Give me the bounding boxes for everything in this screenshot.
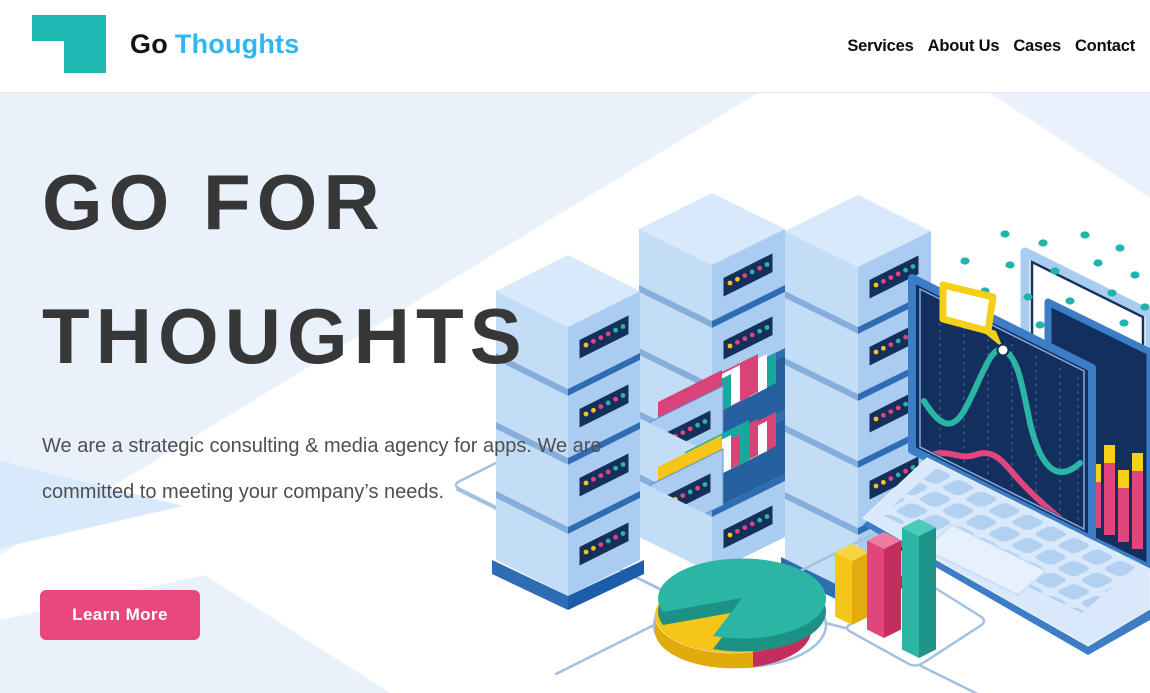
nav-item-about-us[interactable]: About Us — [927, 37, 1000, 55]
bar-chart-3d-illustration — [835, 519, 986, 667]
brand-name: Go Thoughts — [130, 29, 299, 60]
learn-more-button[interactable]: Learn More — [40, 590, 200, 640]
logo-mark-icon — [32, 15, 106, 73]
nav-item-contact[interactable]: Contact — [1074, 37, 1135, 55]
brand-word-go: Go — [130, 28, 168, 59]
main-nav: Services About Us Cases Contact — [847, 0, 1135, 93]
filing-cabinet-middle — [639, 193, 785, 573]
hero-illustration — [0, 93, 1150, 693]
pie-chart-illustration — [652, 558, 828, 669]
callout-flag-icon — [939, 281, 997, 335]
laptop-illustration — [862, 274, 1150, 655]
logo[interactable]: Go Thoughts — [30, 13, 299, 75]
header: Go Thoughts Services About Us Cases Conta… — [0, 0, 1150, 93]
filing-cabinet-left — [492, 255, 644, 610]
data-point-marker — [996, 343, 1010, 357]
brand-word-thoughts: Thoughts — [174, 28, 300, 59]
nav-item-cases[interactable]: Cases — [1013, 37, 1061, 55]
hero-section: GO FOR THOUGHTS We are a strategic consu… — [0, 93, 1150, 693]
nav-item-services[interactable]: Services — [847, 37, 914, 55]
laptop-keyboard — [882, 465, 1140, 613]
